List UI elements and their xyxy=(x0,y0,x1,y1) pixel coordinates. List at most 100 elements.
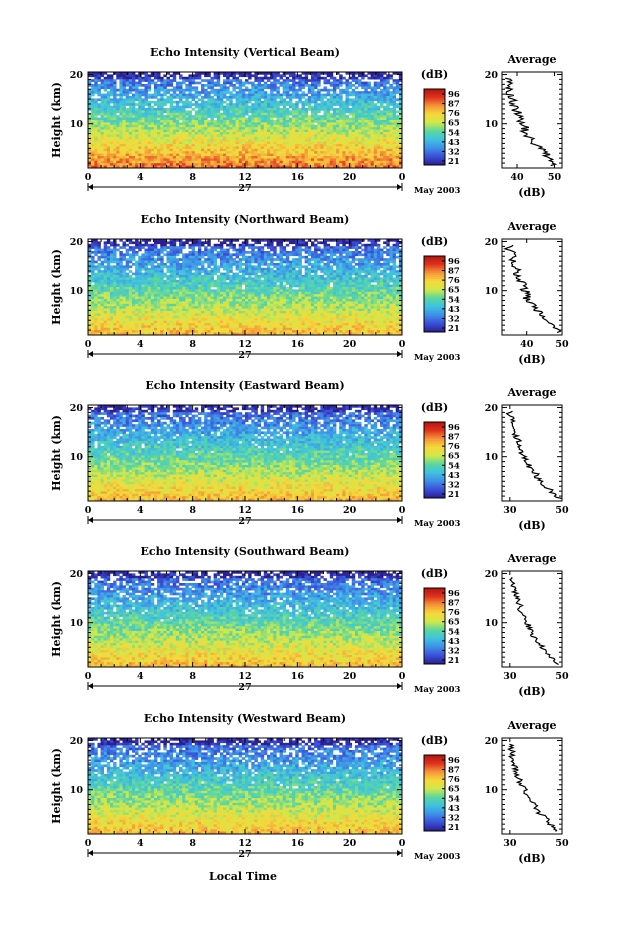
heatmap-cell xyxy=(361,139,364,142)
heatmap-cell xyxy=(104,89,107,92)
heatmap-cell xyxy=(97,139,100,142)
colorbar-tick-label: 43 xyxy=(448,138,460,148)
heatmap-cell xyxy=(173,270,176,273)
heatmap-cell xyxy=(207,149,210,152)
heatmap-cell xyxy=(207,241,210,244)
heatmap-cell xyxy=(320,96,323,99)
heatmap-cell xyxy=(374,108,377,111)
heatmap-cell xyxy=(163,246,166,249)
heatmap-cell xyxy=(210,146,213,149)
heatmap-cell xyxy=(352,265,355,268)
heatmap-cell xyxy=(220,130,223,133)
heatmap-cell xyxy=(311,142,314,145)
heatmap-cell xyxy=(195,158,198,161)
heatmap-cell xyxy=(364,130,367,133)
heatmap-cell xyxy=(242,89,245,92)
heatmap-cell xyxy=(173,154,176,157)
heatmap-cell xyxy=(188,144,191,147)
heatmap-cell xyxy=(242,249,245,252)
heatmap-cell xyxy=(361,82,364,85)
heatmap-cell xyxy=(342,265,345,268)
heatmap-cell xyxy=(292,84,295,87)
heatmap-cell xyxy=(302,122,305,125)
heatmap-cell xyxy=(207,84,210,87)
heatmap-cell xyxy=(361,125,364,128)
heatmap-cell xyxy=(110,241,113,244)
heatmap-cell xyxy=(383,258,386,261)
heatmap-cell xyxy=(355,118,358,121)
heatmap-cell xyxy=(126,103,129,106)
heatmap-cell xyxy=(236,91,239,94)
heatmap-cell xyxy=(154,122,157,125)
heatmap-cell xyxy=(327,163,330,166)
heatmap-cell xyxy=(339,149,342,152)
heatmap-cell xyxy=(330,108,333,111)
heatmap-cell xyxy=(88,149,91,152)
heatmap-cell xyxy=(123,120,126,123)
heatmap-cell xyxy=(311,113,314,116)
heatmap-cell xyxy=(214,144,217,147)
heatmap-cell xyxy=(226,146,229,149)
heatmap-cell xyxy=(160,139,163,142)
heatmap-cell xyxy=(349,94,352,97)
heatmap-cell xyxy=(170,246,173,249)
heatmap-cell xyxy=(88,154,91,157)
heatmap-cell xyxy=(345,253,348,256)
average-y-tick-label: 20 xyxy=(485,70,499,81)
heatmap-cell xyxy=(141,258,144,261)
heatmap-cell xyxy=(258,142,261,145)
heatmap-cell xyxy=(239,108,242,111)
heatmap-cell xyxy=(104,249,107,252)
heatmap-cell xyxy=(163,103,166,106)
heatmap-cell xyxy=(148,146,151,149)
heatmap-cell xyxy=(336,244,339,247)
heatmap-cell xyxy=(349,270,352,273)
heatmap-cell xyxy=(317,79,320,82)
heatmap-cell xyxy=(380,146,383,149)
heatmap-cell xyxy=(298,89,301,92)
heatmap-cell xyxy=(135,86,138,89)
heatmap-cell xyxy=(314,108,317,111)
heatmap-cell xyxy=(324,270,327,273)
heatmap-cell xyxy=(298,251,301,254)
heatmap-cell xyxy=(145,115,148,118)
heatmap-cell xyxy=(145,132,148,135)
heatmap-cell xyxy=(339,258,342,261)
heatmap-cell xyxy=(198,246,201,249)
heatmap-cell xyxy=(160,106,163,109)
heatmap-cell xyxy=(160,144,163,147)
heatmap-cell xyxy=(327,134,330,137)
heatmap-cell xyxy=(91,154,94,157)
heatmap-cell xyxy=(386,158,389,161)
heatmap-cell xyxy=(154,113,157,116)
heatmap-cell xyxy=(314,127,317,130)
heatmap-cell xyxy=(270,120,273,123)
heatmap-cell xyxy=(119,108,122,111)
heatmap-cell xyxy=(229,156,232,159)
heatmap-cell xyxy=(358,265,361,268)
heatmap-cell xyxy=(217,246,220,249)
heatmap-cell xyxy=(280,101,283,104)
heatmap-cell xyxy=(141,154,144,157)
heatmap-cell xyxy=(141,139,144,142)
heatmap-cell xyxy=(261,139,264,142)
heatmap-cell xyxy=(355,161,358,164)
heatmap-cell xyxy=(198,137,201,140)
heatmap-cell xyxy=(261,156,264,159)
heatmap-cell xyxy=(217,122,220,125)
heatmap-cell xyxy=(204,103,207,106)
heatmap-cell xyxy=(176,86,179,89)
heatmap-cell xyxy=(352,149,355,152)
heatmap-cell xyxy=(214,103,217,106)
heatmap-cell xyxy=(198,130,201,133)
heatmap-cell xyxy=(192,120,195,123)
heatmap-cell xyxy=(311,108,314,111)
heatmap-cell xyxy=(107,127,110,130)
heatmap-cell xyxy=(320,253,323,256)
heatmap-cell xyxy=(154,130,157,133)
heatmap-cell xyxy=(267,118,270,121)
heatmap-cell xyxy=(91,113,94,116)
heatmap-cell xyxy=(251,94,254,97)
heatmap-cell xyxy=(298,261,301,264)
heatmap-cell xyxy=(324,113,327,116)
